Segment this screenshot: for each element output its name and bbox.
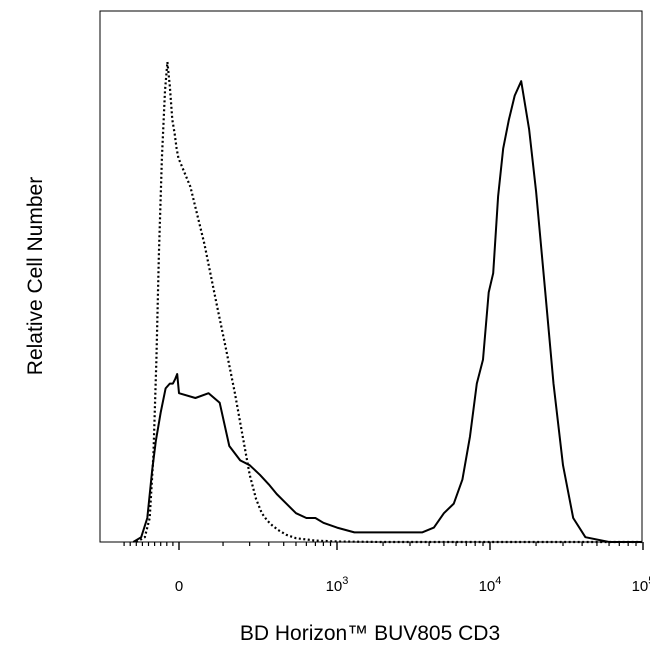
x-tick-label: 103 <box>326 575 349 595</box>
y-axis-title: Relative Cell Number <box>24 177 47 375</box>
x-axis-minor-ticks <box>123 542 637 546</box>
x-axis-major-ticks <box>178 542 644 550</box>
x-axis-title: BD Horizon™ BUV805 CD3 <box>240 622 500 645</box>
x-tick-label: 0 <box>175 578 183 595</box>
plot-frame <box>99 10 643 543</box>
series-line-dotted <box>135 60 642 544</box>
histogram-series <box>132 60 642 544</box>
x-tick-label: 105 <box>632 575 650 595</box>
x-axis-tick-labels: 0 103 104 105 <box>175 575 650 595</box>
series-line-solid <box>132 80 642 543</box>
x-tick-label: 104 <box>479 575 502 595</box>
